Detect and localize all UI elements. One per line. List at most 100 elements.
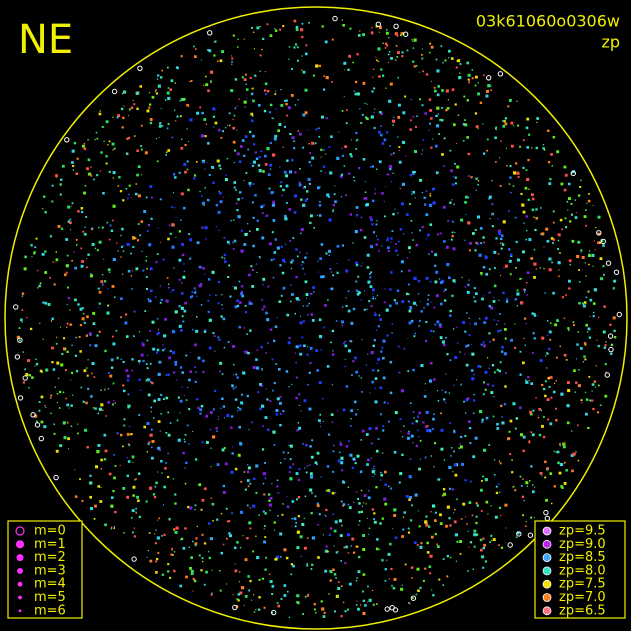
star — [255, 263, 258, 265]
zp-symbol — [542, 606, 552, 616]
star — [298, 181, 301, 184]
star — [329, 268, 332, 271]
star — [408, 430, 410, 433]
star — [308, 143, 310, 145]
star — [398, 103, 401, 107]
star — [495, 237, 498, 240]
star — [386, 44, 389, 47]
star — [218, 164, 221, 167]
star — [355, 261, 358, 265]
star — [138, 378, 141, 381]
star — [215, 427, 218, 430]
star — [259, 257, 261, 259]
star — [484, 478, 488, 482]
star — [559, 462, 564, 467]
star — [425, 321, 428, 324]
star — [325, 172, 327, 174]
star — [223, 417, 225, 419]
star — [122, 384, 125, 387]
star — [337, 459, 341, 463]
magnitude-symbol — [16, 554, 24, 562]
star — [215, 204, 219, 207]
star — [492, 415, 495, 418]
star — [137, 194, 141, 198]
star — [219, 59, 223, 63]
star — [348, 506, 352, 509]
star — [160, 107, 162, 109]
star — [218, 229, 220, 231]
star — [484, 316, 488, 320]
star — [410, 191, 413, 193]
star — [454, 533, 458, 537]
star — [519, 145, 521, 148]
star — [358, 511, 361, 514]
star — [471, 69, 473, 71]
star — [391, 119, 395, 123]
star — [489, 340, 491, 343]
star — [333, 545, 335, 547]
star — [476, 242, 480, 245]
star — [457, 114, 460, 116]
star — [400, 260, 404, 264]
star — [295, 396, 298, 400]
star — [157, 446, 161, 450]
star — [174, 493, 177, 496]
star — [66, 350, 69, 353]
star — [226, 583, 228, 585]
star — [343, 546, 346, 549]
star — [488, 195, 492, 199]
star — [194, 508, 196, 511]
star — [238, 160, 242, 163]
star — [419, 178, 422, 182]
star — [63, 347, 67, 351]
star — [502, 291, 505, 295]
star — [112, 171, 116, 175]
star — [434, 253, 438, 257]
star — [490, 391, 494, 394]
star — [248, 589, 251, 592]
star — [155, 89, 157, 91]
star — [113, 476, 116, 480]
star — [595, 226, 597, 229]
star — [201, 195, 203, 198]
star — [509, 419, 513, 423]
star — [441, 494, 444, 497]
star — [169, 422, 172, 424]
star — [519, 277, 522, 280]
star — [212, 520, 214, 522]
star — [177, 396, 180, 399]
star — [455, 560, 457, 562]
star — [311, 319, 315, 322]
star — [571, 430, 573, 432]
star — [362, 81, 366, 85]
star — [149, 118, 153, 121]
star — [109, 224, 112, 227]
star — [358, 524, 360, 526]
star — [524, 525, 527, 527]
star — [430, 250, 434, 253]
star — [184, 144, 187, 147]
star — [519, 406, 522, 409]
star — [401, 389, 405, 393]
star — [219, 192, 222, 195]
star — [67, 205, 71, 209]
star — [248, 273, 251, 277]
star — [216, 60, 219, 62]
star — [476, 533, 479, 536]
star — [123, 90, 127, 94]
star — [96, 249, 99, 252]
star — [428, 203, 433, 207]
star — [307, 383, 309, 386]
star — [394, 411, 398, 415]
star — [456, 540, 459, 543]
star — [231, 384, 234, 387]
star — [196, 241, 200, 245]
bright-star — [402, 31, 409, 37]
star — [301, 336, 304, 339]
star — [360, 121, 363, 124]
star — [226, 537, 228, 540]
star — [591, 399, 594, 402]
star — [130, 275, 133, 277]
star — [379, 386, 383, 390]
star — [279, 264, 282, 267]
